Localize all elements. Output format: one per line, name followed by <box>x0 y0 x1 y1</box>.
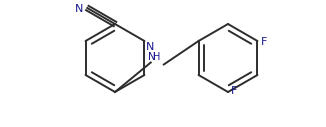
Text: N: N <box>145 42 154 52</box>
Text: N: N <box>75 4 83 14</box>
Text: N: N <box>148 52 156 62</box>
Text: F: F <box>260 37 267 47</box>
Text: F: F <box>231 86 237 96</box>
Text: H: H <box>153 52 160 62</box>
